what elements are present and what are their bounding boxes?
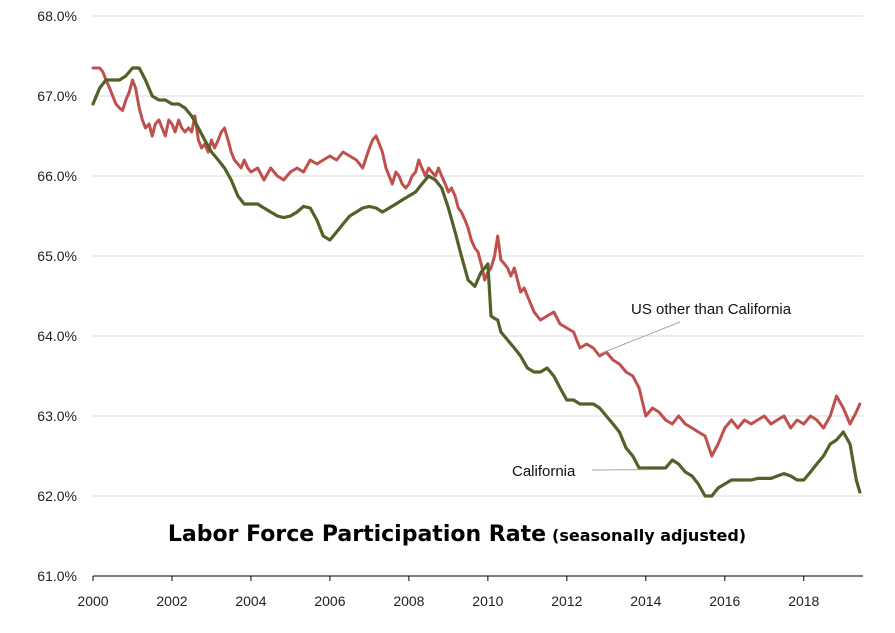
y-tick-label: 64.0% bbox=[37, 328, 77, 344]
x-tick-label: 2006 bbox=[314, 593, 345, 609]
us-annotation-leader bbox=[600, 321, 681, 355]
y-tick-label: 68.0% bbox=[37, 8, 77, 24]
axes bbox=[92, 575, 863, 581]
x-tick-label: 2018 bbox=[788, 593, 819, 609]
gridlines bbox=[93, 15, 863, 497]
us-annotation-label: US other than California bbox=[631, 301, 792, 318]
series-lines bbox=[91, 66, 862, 498]
x-tick-label: 2014 bbox=[630, 593, 661, 609]
y-tick-labels: 61.0% 62.0% 63.0% 64.0% 65.0% 66.0% 67.0% 68.0% bbox=[37, 8, 77, 584]
x-tick-label: 2000 bbox=[77, 593, 108, 609]
y-tick-label: 62.0% bbox=[37, 488, 77, 504]
x-tick-label: 2016 bbox=[709, 593, 740, 609]
series-line-us-other-than-california bbox=[91, 66, 862, 458]
x-tick-label: 2008 bbox=[393, 593, 424, 609]
x-tick-label: 2010 bbox=[472, 593, 503, 609]
chart-subtitle: (seasonally adjusted) bbox=[552, 526, 746, 545]
x-tick-labels: 2000 2002 2004 2006 2008 2010 2012 2014 2016 2018 bbox=[77, 593, 819, 609]
y-tick-label: 61.0% bbox=[37, 568, 77, 584]
y-tick-label: 65.0% bbox=[37, 248, 77, 264]
x-tick-label: 2012 bbox=[551, 593, 582, 609]
x-tick-label: 2004 bbox=[235, 593, 266, 609]
california-annotation-label: California bbox=[512, 463, 576, 480]
chart-title: Labor Force Participation Rate (seasonall… bbox=[168, 522, 746, 547]
series-line-california bbox=[91, 66, 862, 498]
y-tick-label: 67.0% bbox=[37, 88, 77, 104]
y-tick-label: 63.0% bbox=[37, 408, 77, 424]
x-tick-label: 2002 bbox=[156, 593, 187, 609]
chart-title-main: Labor Force Participation Rate bbox=[168, 522, 546, 547]
y-tick-label: 66.0% bbox=[37, 168, 77, 184]
